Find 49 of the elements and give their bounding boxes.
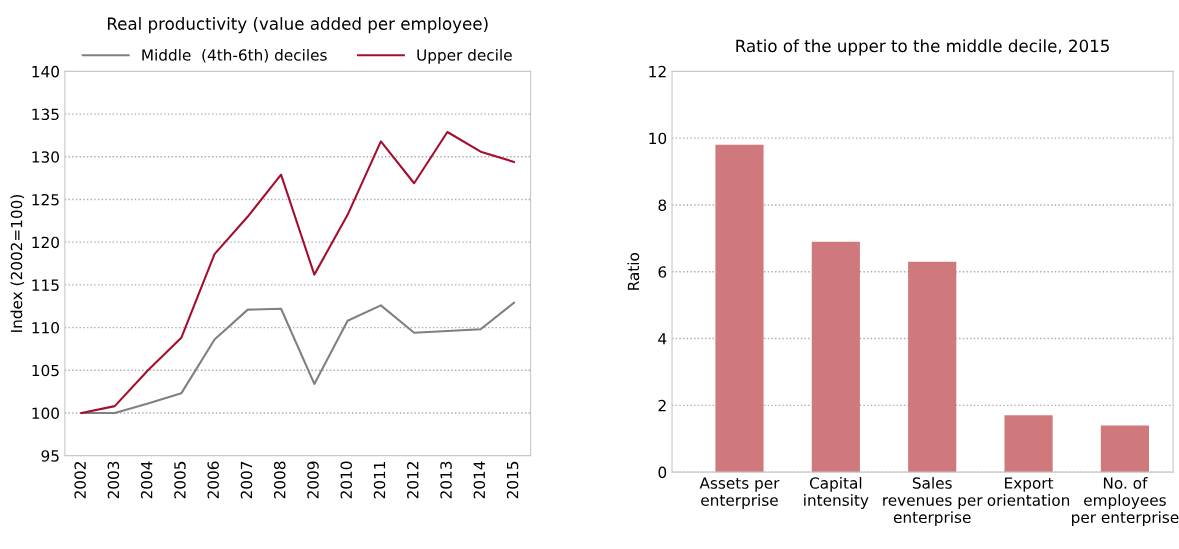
x-tick-label: Assets per enterprise <box>699 477 780 509</box>
y-tick-label: 125 <box>32 193 59 206</box>
chart-title: Ratio of the upper to the middle decile, 2015 <box>736 39 1109 56</box>
line-series <box>80 130 515 415</box>
y-axis-title: Index (2002=100) <box>10 195 25 332</box>
x-tick-label: 2009 <box>307 461 319 499</box>
y-tick-label: 115 <box>32 279 59 291</box>
line-series <box>80 301 515 415</box>
y-tick-label: 8 <box>658 199 667 211</box>
x-tick-label: 2005 <box>174 461 186 499</box>
x-tick-label: 2014 <box>473 461 486 499</box>
bar <box>715 144 764 473</box>
y-tick-label: 4 <box>658 333 667 345</box>
y-tick-label: 0 <box>658 466 667 479</box>
x-tick-label: No. of employees per enterprise <box>1072 477 1179 526</box>
y-axis-title: Ratio <box>627 252 640 290</box>
bar <box>811 241 860 473</box>
y-tick-label: 12 <box>649 65 666 78</box>
x-tick-label: 2013 <box>440 461 452 499</box>
x-tick-label: 2006 <box>207 461 219 499</box>
x-tick-label: 2008 <box>273 461 286 499</box>
x-tick-label: 2002 <box>74 462 86 499</box>
y-tick-label: 100 <box>32 407 59 419</box>
x-tick-label: Sales revenues per enterprise <box>883 477 983 526</box>
y-tick-label: 2 <box>658 399 666 412</box>
x-tick-label: 2007 <box>240 461 253 499</box>
bar <box>908 261 957 473</box>
bar <box>1004 415 1053 473</box>
y-tick-label: 130 <box>32 151 59 163</box>
x-tick-label: 2011 <box>373 461 386 499</box>
y-tick-label: 10 <box>649 132 667 145</box>
y-tick-label: 140 <box>32 65 59 78</box>
legend-label: Middle (4th-6th) deciles <box>142 48 327 63</box>
x-tick-label: 2004 <box>140 461 153 499</box>
chart-title: Real productivity (value added per employee) <box>107 17 488 34</box>
y-tick-label: 110 <box>32 322 59 334</box>
x-tick-label: Export orientation <box>987 477 1070 506</box>
x-tick-label: 2010 <box>340 461 353 499</box>
x-tick-label: Capital intensity <box>804 477 869 509</box>
bar <box>1100 425 1150 473</box>
x-tick-label: 2003 <box>107 461 120 499</box>
y-tick-label: 105 <box>32 364 59 377</box>
x-tick-label: 2015 <box>506 461 519 499</box>
legend-label: Upper decile <box>417 48 512 64</box>
y-tick-label: 6 <box>658 266 667 278</box>
y-tick-label: 95 <box>41 450 59 462</box>
y-tick-label: 120 <box>32 236 59 249</box>
y-tick-label: 135 <box>32 108 59 121</box>
x-tick-label: 2012 <box>407 462 419 499</box>
